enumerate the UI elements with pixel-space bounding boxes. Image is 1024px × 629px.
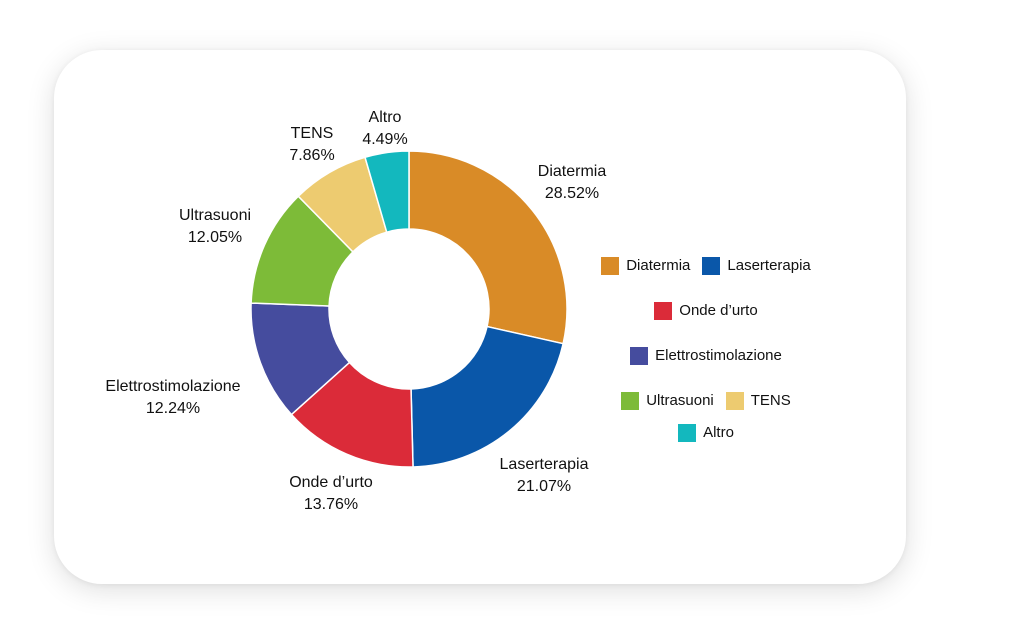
legend-item: Onde d’urto <box>654 301 758 320</box>
slice-label-value: 7.86% <box>289 147 334 164</box>
legend-label: Altro <box>703 424 734 441</box>
legend-swatch <box>678 423 697 442</box>
legend-item: TENS <box>725 391 791 410</box>
legend-swatch <box>725 391 744 410</box>
slice-diatermia <box>408 150 568 345</box>
slice-label-name: TENS <box>291 125 334 142</box>
slice-label-value: 21.07% <box>517 478 571 495</box>
chart-card <box>54 50 906 584</box>
chart-legend: Diatermia Laserterapia Onde d’urto Elettros… <box>588 256 824 442</box>
legend-swatch <box>601 256 620 275</box>
legend-label: Elettrostimolazione <box>655 347 782 364</box>
legend-label: Ultrasuoni <box>646 392 714 409</box>
legend-label: Laserterapia <box>727 257 811 274</box>
legend-swatch <box>630 346 649 365</box>
legend-item: Ultrasuoni <box>621 391 714 410</box>
slice-label-name: Laserterapia <box>500 456 589 473</box>
slice-label-value: 13.76% <box>304 496 358 513</box>
legend-label: TENS <box>750 392 791 409</box>
legend-item: Elettrostimolazione <box>630 346 782 365</box>
legend-swatch <box>702 256 721 275</box>
slice-label-value: 4.49% <box>362 131 407 148</box>
legend-item: Diatermia <box>601 256 690 275</box>
legend-swatch <box>621 391 640 410</box>
slice-altro <box>364 150 410 234</box>
slice-label-value: 12.05% <box>188 229 242 246</box>
slice-label-name: Elettrostimolazione <box>105 378 240 395</box>
slice-laserterapia <box>410 325 565 468</box>
legend-swatch <box>654 301 673 320</box>
slice-label-name: Diatermia <box>538 163 607 180</box>
legend-label: Diatermia <box>626 257 691 274</box>
legend-label: Onde d’urto <box>679 302 758 319</box>
slice-label-value: 28.52% <box>545 185 599 202</box>
legend-item: Altro <box>678 423 734 442</box>
slice-label-name: Onde d’urto <box>289 474 373 491</box>
legend-item: Laserterapia <box>702 256 811 275</box>
slice-label-name: Altro <box>369 109 402 126</box>
slice-label-name: Ultrasuoni <box>179 207 251 224</box>
slice-label-value: 12.24% <box>146 400 200 417</box>
